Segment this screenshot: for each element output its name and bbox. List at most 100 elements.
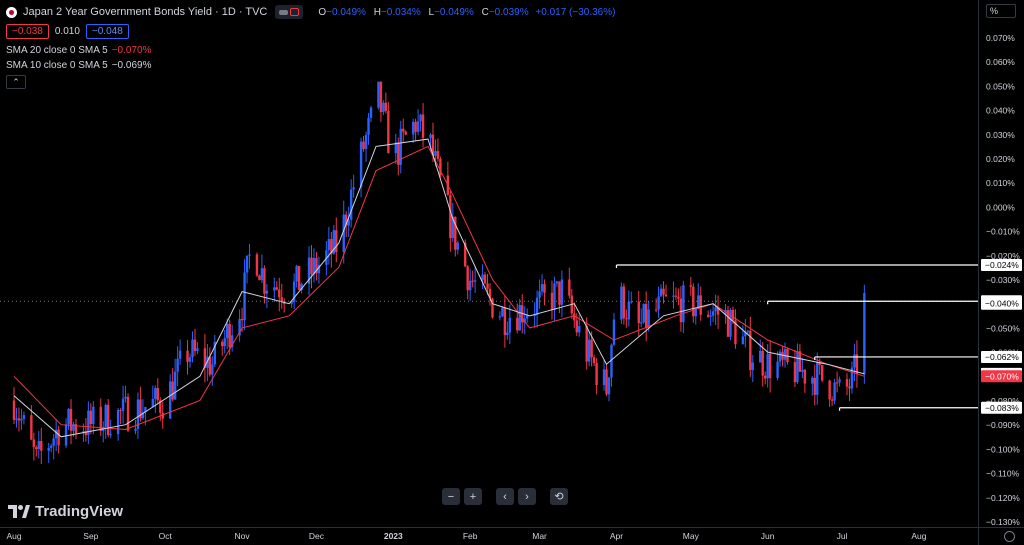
- scroll-left-button[interactable]: ‹: [496, 488, 514, 505]
- candle-body: [211, 364, 214, 375]
- candle-body: [226, 323, 229, 339]
- candle-body: [22, 415, 26, 420]
- price-axis[interactable]: 0.070% 0.060% 0.050% 0.040% 0.030% 0.020% 0.01…: [978, 0, 1023, 545]
- candle: [126, 393, 130, 432]
- candle-body: [159, 400, 162, 413]
- candle: [454, 216, 457, 257]
- candle-body: [30, 415, 33, 440]
- level-price-label-text: −0.024%: [985, 260, 1019, 270]
- y-tick-label: 0.040%: [986, 106, 1015, 116]
- candle-body: [483, 274, 487, 284]
- candle: [74, 418, 78, 440]
- candle-body: [838, 379, 841, 383]
- candle-body: [104, 404, 107, 427]
- candle-body: [776, 361, 779, 379]
- collapse-legend-button[interactable]: ⌃: [6, 75, 26, 89]
- candle-body: [52, 438, 55, 446]
- candle-body: [258, 275, 261, 281]
- candle-body: [273, 287, 276, 291]
- tradingview-logo[interactable]: TradingView: [8, 503, 123, 520]
- candle-body: [278, 289, 281, 298]
- scroll-right-button[interactable]: ›: [518, 488, 536, 505]
- candle-body: [255, 254, 259, 276]
- candle: [709, 309, 712, 327]
- y-tick-label: −0.010%: [986, 227, 1020, 237]
- candle-body: [845, 379, 849, 387]
- candle-body: [196, 348, 199, 352]
- candle: [587, 331, 591, 367]
- level-price-label-bg: [981, 350, 1022, 363]
- candle-body: [310, 257, 313, 275]
- candle-body: [439, 158, 442, 176]
- y-tick-label: −0.080%: [986, 396, 1020, 406]
- candle: [362, 135, 365, 152]
- candle: [335, 217, 338, 263]
- candle-body: [481, 274, 484, 281]
- candle: [178, 339, 182, 365]
- candle: [853, 343, 856, 382]
- candle: [397, 137, 400, 176]
- candle-body: [35, 447, 38, 450]
- candle: [555, 280, 559, 287]
- candle: [196, 342, 199, 354]
- candle: [290, 301, 293, 308]
- candle: [89, 403, 93, 435]
- plot-area[interactable]: [0, 81, 978, 464]
- candle: [394, 133, 397, 165]
- candle: [751, 354, 754, 383]
- candle-body: [411, 121, 415, 135]
- level-price-label: −0.083%: [981, 401, 1022, 414]
- candle-body: [781, 351, 784, 360]
- candle: [238, 309, 241, 342]
- candle: [697, 283, 700, 310]
- y-tick-label: 0.000%: [986, 202, 1015, 212]
- candle: [104, 403, 107, 439]
- candle: [22, 411, 26, 425]
- candle: [47, 442, 50, 463]
- candle: [17, 407, 21, 432]
- settings-gear-icon[interactable]: [1004, 531, 1015, 542]
- y-tick-label: 0.070%: [986, 33, 1015, 43]
- candle-body: [454, 216, 457, 250]
- candle-body: [171, 381, 174, 400]
- candle: [223, 329, 226, 354]
- buy-price-button[interactable]: −0.048: [85, 23, 129, 39]
- y-tick-label: −0.050%: [986, 323, 1020, 333]
- candle-body: [726, 310, 730, 337]
- reset-chart-button[interactable]: ⟲: [550, 488, 568, 505]
- high-value: −0.034%: [380, 6, 421, 18]
- candle-body: [240, 318, 244, 321]
- zoom-out-button[interactable]: −: [442, 488, 460, 505]
- sell-price-button[interactable]: −0.038: [6, 23, 49, 39]
- symbol-title[interactable]: Japan 2 Year Government Bonds Yield · 1D…: [23, 6, 268, 18]
- zoom-in-button[interactable]: +: [464, 488, 482, 505]
- sma20-legend[interactable]: SMA 20 close 0 SMA 5 −0.070%: [6, 43, 615, 58]
- visibility-toggle-button[interactable]: [275, 5, 304, 19]
- x-tick-label: Feb: [463, 531, 478, 541]
- candle: [716, 295, 720, 329]
- candle-body: [49, 445, 53, 448]
- candle-body: [32, 439, 36, 448]
- candle: [124, 385, 127, 403]
- candle: [525, 308, 529, 323]
- time-axis[interactable]: Aug Sep Oct Nov Dec 2023 Feb Mar Apr May Jun Jul Aug: [0, 527, 1024, 542]
- candle-body: [607, 377, 611, 395]
- candle: [766, 343, 769, 388]
- candle-body: [555, 281, 559, 284]
- candle: [466, 265, 469, 300]
- candle: [627, 290, 631, 327]
- candle-body: [238, 318, 241, 336]
- candle-body: [464, 242, 467, 267]
- candle-body: [677, 296, 680, 299]
- candle: [273, 277, 276, 302]
- candle-body: [121, 398, 125, 411]
- candle: [763, 371, 767, 385]
- candle: [835, 371, 839, 393]
- candle: [369, 105, 373, 123]
- sma10-legend[interactable]: SMA 10 close 0 SMA 5 −0.069%: [6, 58, 615, 73]
- candle: [664, 284, 668, 297]
- unit-button[interactable]: %: [986, 4, 1016, 18]
- candle: [486, 273, 489, 296]
- candle: [726, 305, 730, 338]
